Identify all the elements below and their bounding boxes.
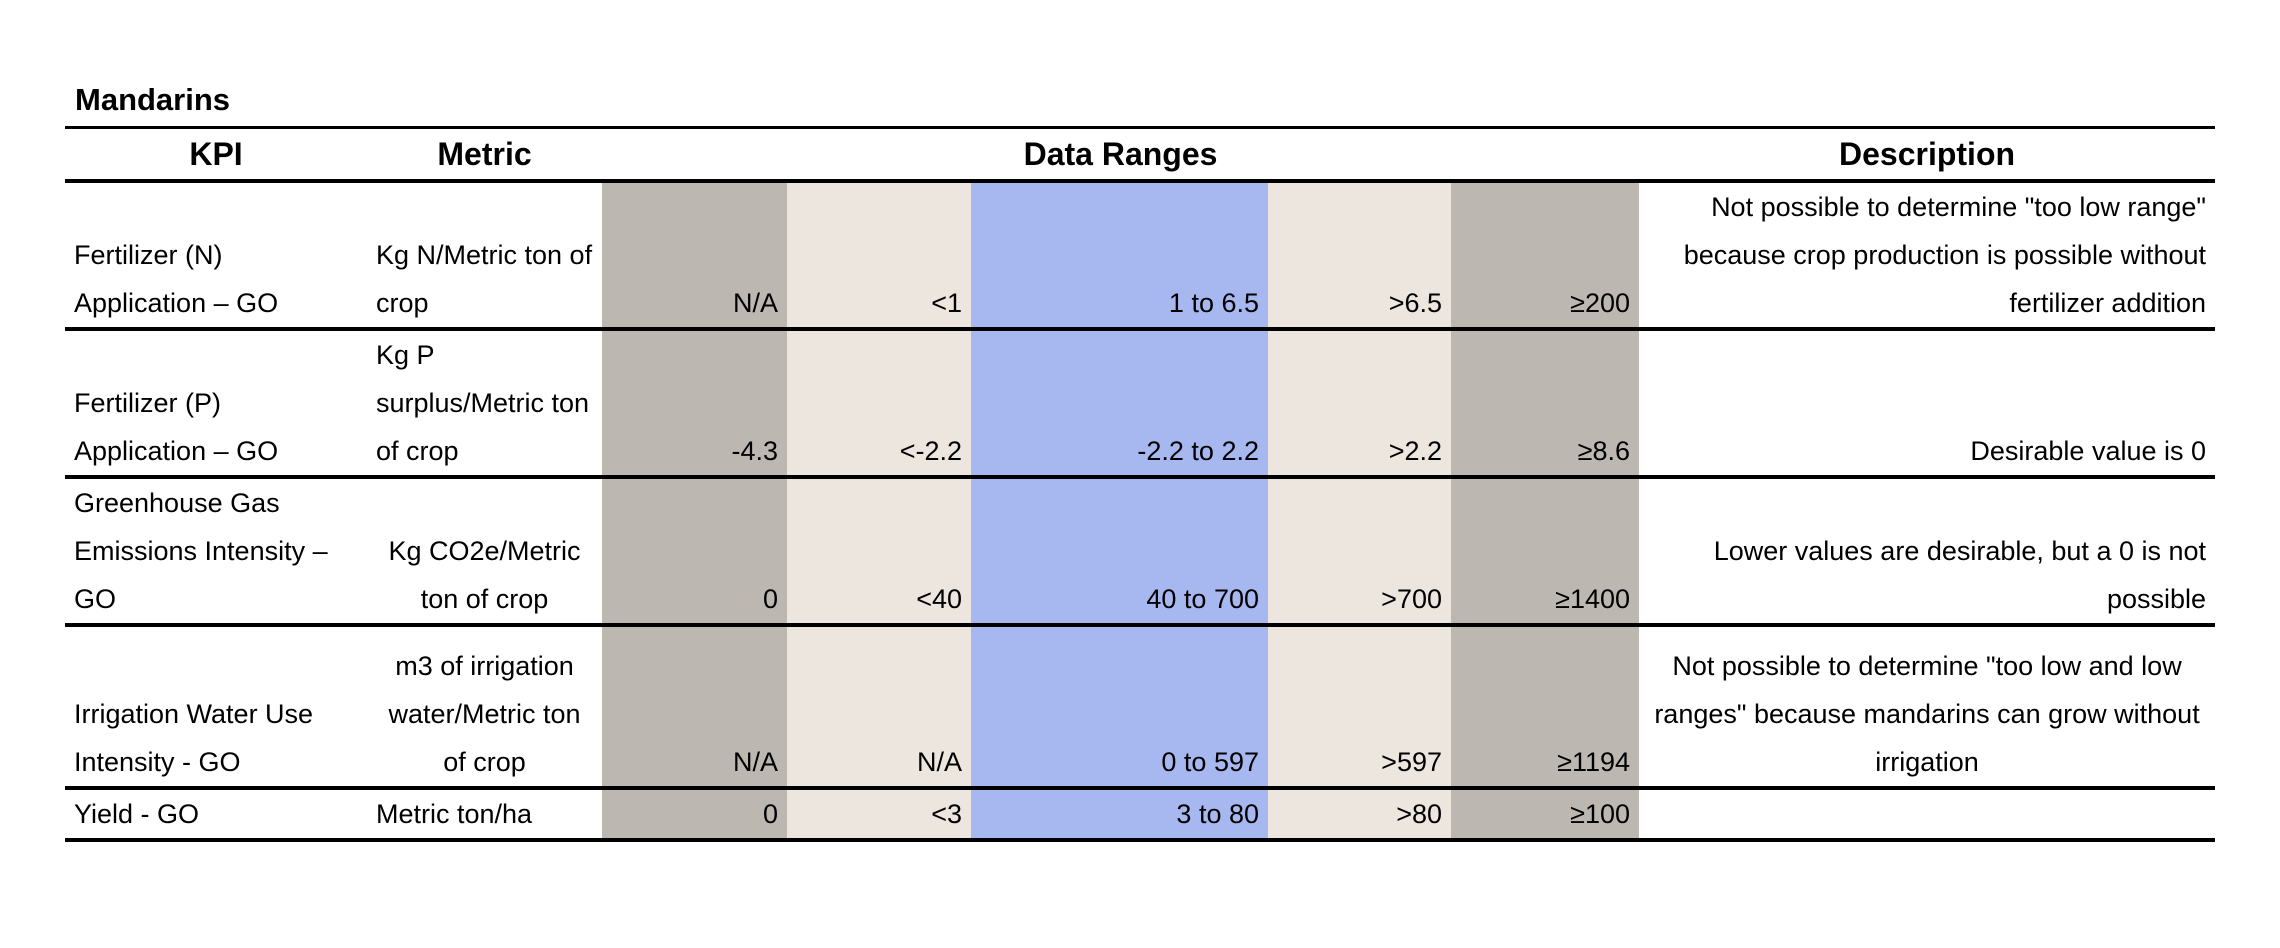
range-cell: ≥100 [1451,788,1640,842]
table-row: Fertilizer (N) Application – GO Kg N/Metr… [65,181,2216,331]
range-cell: >597 [1268,625,1451,790]
header-cell: Metric [367,126,602,183]
header-cell: Data Ranges [602,126,1640,183]
table-row: Greenhouse Gas Emissions Intensity – GO K… [65,477,2216,627]
description-cell: Not possible to determine "too low range… [1639,181,2216,331]
range-cell: -4.3 [602,329,787,479]
range-cell: >700 [1268,477,1451,627]
range-cell: 40 to 700 [971,477,1268,627]
metric-cell: Kg CO2e/Metric ton of crop [367,477,602,627]
table-row: Fertilizer (P) Application – GO Kg P surp… [65,329,2216,479]
metric-cell: m3 of irrigation water/Metric ton of cro… [367,625,602,790]
header-cell: KPI [65,126,367,183]
kpi-cell: Irrigation Water Use Intensity - GO [65,625,367,790]
description-cell [1639,788,2216,842]
kpi-cell: Fertilizer (P) Application – GO [65,329,367,479]
table-row: Yield - GO Metric ton/ha 0 <3 3 to 80 >80 ≥100 [65,788,2216,842]
table-title: Mandarins [75,82,231,117]
range-cell: >80 [1268,788,1451,842]
range-cell: <3 [787,788,971,842]
kpi-cell: Fertilizer (N) Application – GO [65,181,367,331]
range-cell: <40 [787,477,971,627]
description-cell: Desirable value is 0 [1639,329,2216,479]
kpi-cell: Yield - GO [65,788,367,842]
header-row: KPI Metric Data Ranges Description [65,126,2216,183]
range-cell: ≥8.6 [1451,329,1640,479]
range-cell: 0 to 597 [971,625,1268,790]
range-cell: 3 to 80 [971,788,1268,842]
range-cell: 1 to 6.5 [971,181,1268,331]
range-cell: ≥1400 [1451,477,1640,627]
metric-cell: Metric ton/ha [367,788,602,842]
range-cell: -2.2 to 2.2 [971,329,1268,479]
table-row: Irrigation Water Use Intensity - GO m3 of… [65,625,2216,790]
range-cell: <-2.2 [787,329,971,479]
range-cell: >6.5 [1268,181,1451,331]
range-cell: ≥200 [1451,181,1640,331]
range-cell: ≥1194 [1451,625,1640,790]
description-cell: Lower values are desirable, but a 0 is n… [1639,477,2216,627]
range-cell: 0 [602,788,787,842]
range-cell: N/A [602,625,787,790]
range-cell: N/A [787,625,971,790]
range-cell: N/A [602,181,787,331]
range-cell: <1 [787,181,971,331]
range-cell: >2.2 [1268,329,1451,479]
description-cell: Not possible to determine "too low and l… [1639,625,2216,790]
range-cell: 0 [602,477,787,627]
metric-cell: Kg N/Metric ton of crop [367,181,602,331]
table-body: Fertilizer (N) Application – GO Kg N/Metr… [65,181,2216,842]
kpi-cell: Greenhouse Gas Emissions Intensity – GO [65,477,367,627]
kpi-table: KPI Metric Data Ranges Description Ferti… [65,126,2216,842]
metric-cell: Kg P surplus/Metric ton of crop [367,329,602,479]
header-cell: Description [1639,126,2216,183]
